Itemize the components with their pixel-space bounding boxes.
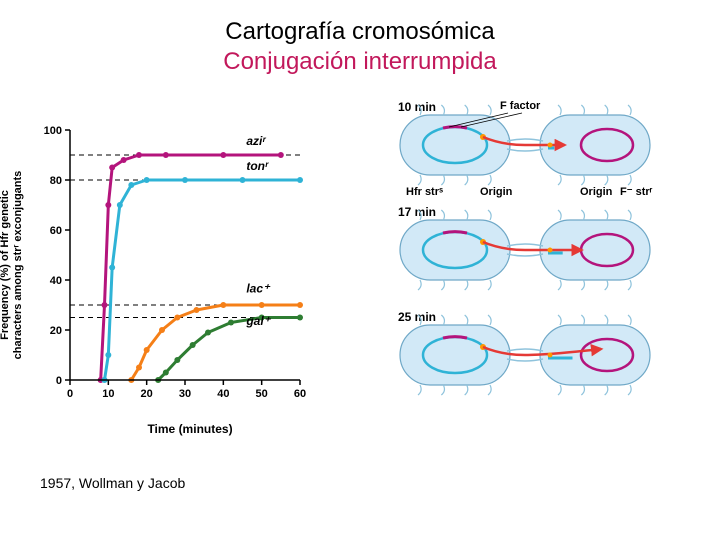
svg-text:50: 50: [256, 388, 268, 400]
chart-ylabel: Frequency (%) of Hfr genetic characters …: [0, 171, 25, 360]
title-line2: Conjugación interrumpida: [0, 48, 720, 76]
svg-text:Origin: Origin: [480, 186, 513, 198]
svg-text:60: 60: [294, 388, 306, 400]
svg-text:F factor: F factor: [500, 100, 541, 112]
svg-text:0: 0: [56, 375, 62, 387]
svg-text:40: 40: [50, 275, 62, 287]
svg-text:60: 60: [50, 225, 62, 237]
svg-text:10: 10: [102, 388, 114, 400]
citation: 1957, Wollman y Jacob: [40, 475, 185, 491]
conjugation-diagrams: 10 min F factor 17 min 25 min Hfr strˢ Origin…: [370, 95, 705, 455]
svg-text:30: 30: [179, 388, 191, 400]
svg-text:gal⁺: gal⁺: [245, 314, 271, 328]
svg-text:aziʳ: aziʳ: [246, 134, 266, 148]
title-line1: Cartografía cromosómica: [0, 18, 720, 46]
svg-text:0: 0: [67, 388, 73, 400]
svg-text:20: 20: [141, 388, 153, 400]
svg-text:17 min: 17 min: [398, 205, 436, 219]
svg-text:Origin: Origin: [580, 186, 613, 198]
svg-text:Hfr strˢ: Hfr strˢ: [406, 186, 443, 198]
slide-title: Cartografía cromosómica Conjugación inte…: [0, 18, 720, 76]
svg-text:tonʳ: tonʳ: [246, 159, 269, 173]
chart-xlabel: Time (minutes): [147, 422, 232, 436]
chart-svg: aziʳ tonʳ lac⁺ gal⁺ 0 10 20 30 40 50 60 0 20 40 60 80 10…: [30, 120, 350, 410]
conjugation-svg: 10 min F factor 17 min 25 min Hfr strˢ Origin…: [370, 95, 705, 455]
frequency-chart: Frequency (%) of Hfr genetic characters …: [30, 120, 350, 410]
svg-text:100: 100: [44, 125, 62, 137]
svg-text:40: 40: [217, 388, 229, 400]
svg-text:lac⁺: lac⁺: [246, 282, 271, 296]
svg-text:10 min: 10 min: [398, 100, 436, 114]
svg-text:25 min: 25 min: [398, 310, 436, 324]
svg-text:F⁻ strʳ: F⁻ strʳ: [620, 186, 653, 198]
svg-text:20: 20: [50, 325, 62, 337]
svg-text:80: 80: [50, 175, 62, 187]
